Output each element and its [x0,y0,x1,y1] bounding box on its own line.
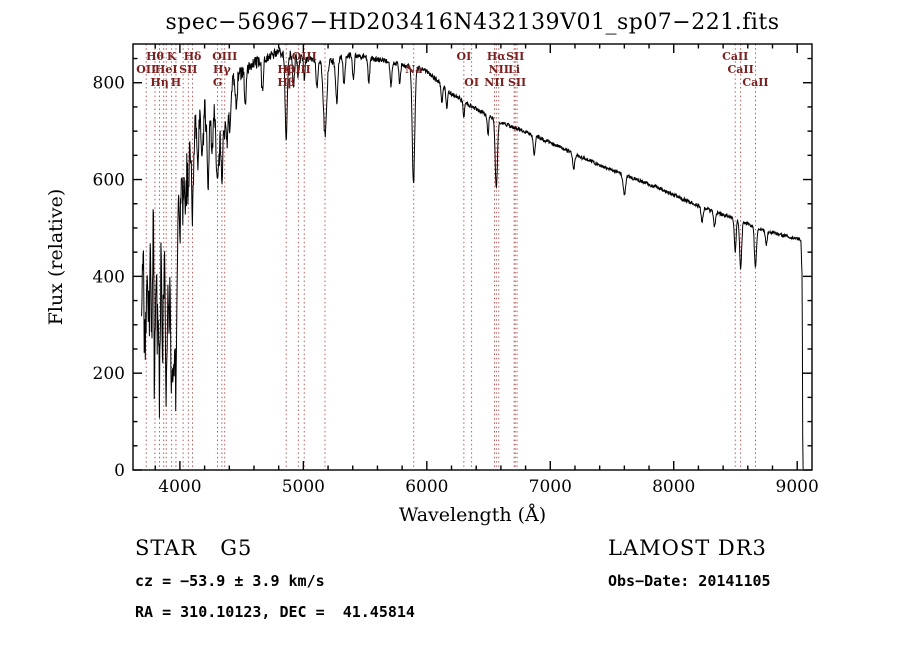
line-label: Hθ [146,50,164,63]
plot-title: spec−56967−HD203416N432139V01_sp07−221.f… [165,10,780,35]
x-tick-label: 5000 [282,477,325,497]
coordinates-label: RA = 310.10123, DEC = 41.45814 [135,603,415,621]
line-label: K [167,50,177,63]
obs-date-label: Obs−Date: 20141105 [608,572,771,590]
line-label: NII [489,63,509,76]
x-tick-label: 9000 [776,477,819,497]
spectral-line-markers [145,44,756,470]
line-label: Na [405,63,422,76]
line-label: H [171,76,181,89]
line-label: Hη [150,76,168,89]
y-tick-label: 200 [93,364,125,384]
y-tick-label: 400 [93,267,125,287]
y-tick-label: 0 [114,461,125,481]
line-label: HeI [155,63,178,76]
line-label: OIII [212,50,237,63]
line-label: Hγ [213,63,231,76]
line-label: Hβ [277,76,295,89]
line-label: Hδ [184,50,202,63]
spectrum-line [141,46,804,470]
plot-frame [132,43,813,471]
line-label: OIII [292,50,317,63]
x-tick-label: 6000 [405,477,448,497]
survey-label: LAMOST DR3 [608,536,767,560]
line-label: OI [464,76,479,89]
y-tick-label: 600 [93,171,125,191]
line-label: CaII [728,63,754,76]
line-label: Li [508,63,520,76]
x-axis-title: Wavelength (Å) [399,504,546,526]
line-label: G [213,76,222,89]
y-axis-title: Flux (relative) [45,189,67,326]
line-label: SII [508,76,526,89]
line-label: CaII [742,76,768,89]
line-label: SII [506,50,524,63]
axes [132,43,813,471]
line-label: NII [484,76,504,89]
x-tick-label: 7000 [529,477,572,497]
y-tick-label: 800 [93,74,125,94]
line-label: CaII [722,50,748,63]
line-label: OIII [286,63,311,76]
line-label: OI [456,50,471,63]
x-tick-label: 4000 [158,477,201,497]
tick-labels: 4000 5000 6000 7000 8000 9000 0 200 400 600 800 [93,74,819,497]
x-tick-label: 8000 [652,477,695,497]
object-type-label: STAR G5 [135,536,253,560]
radial-velocity-label: cz = −53.9 ± 3.9 km/s [135,572,325,590]
line-label: Hβ [277,63,295,76]
line-label: Hα [487,50,506,63]
line-label: OII [136,63,156,76]
line-label: SII [179,63,197,76]
